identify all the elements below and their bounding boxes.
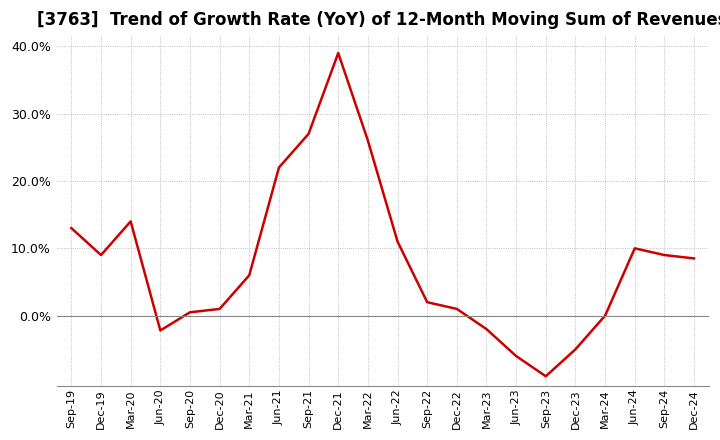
Title: [3763]  Trend of Growth Rate (YoY) of 12-Month Moving Sum of Revenues: [3763] Trend of Growth Rate (YoY) of 12-…: [37, 11, 720, 29]
